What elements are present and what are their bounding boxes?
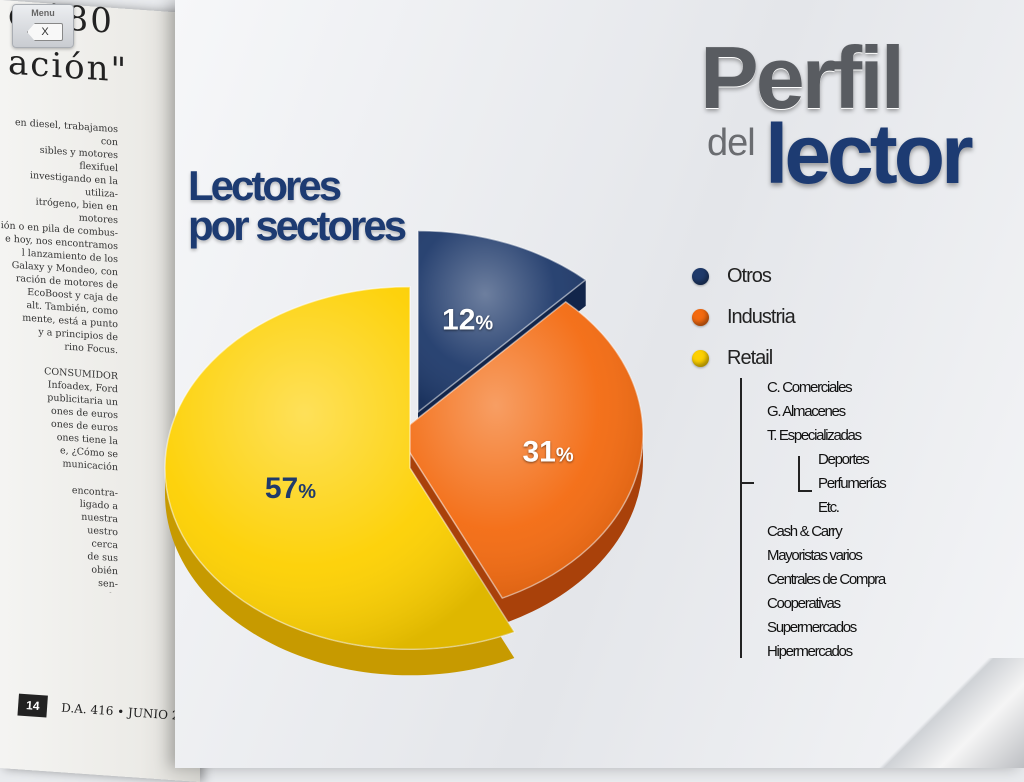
legend-swatch-otros	[692, 268, 709, 285]
retail-subitem: Perfumerías	[818, 475, 887, 492]
page-title-perfil: Perfil	[700, 28, 905, 127]
background-magazine-page: e 180 ación" en diesel, trabajamos con s…	[0, 0, 200, 782]
retail-item: T. Especializadas	[767, 427, 862, 444]
retail-breakdown: C. Comerciales G. Almacenes T. Especiali…	[740, 378, 970, 668]
page-title-del: del	[707, 122, 756, 164]
legend-label-retail: Retail	[727, 347, 773, 369]
tree-connector	[798, 456, 800, 492]
background-headline-2: ación"	[8, 42, 129, 91]
retail-subitem: Deportes	[818, 451, 870, 468]
retail-item: Cash & Carry	[767, 523, 843, 540]
page-title-lector: lector	[765, 107, 974, 201]
chart-title-line-2: por sectores	[188, 202, 407, 249]
legend-label-industria: Industria	[727, 306, 796, 328]
tree-connector	[740, 378, 742, 658]
background-body-text: en diesel, trabajamos con sibles y motor…	[0, 117, 118, 593]
menu-label: Menu	[31, 8, 55, 18]
page-curl	[854, 658, 1024, 768]
retail-item: Mayoristas varios	[767, 547, 863, 564]
legend-item-retail: Retail	[692, 338, 795, 379]
chart-title: Lectores por sectores	[188, 165, 407, 249]
legend-swatch-industria	[692, 309, 709, 326]
chart-legend: Otros Industria Retail	[692, 256, 796, 379]
retail-item: Hipermercados	[767, 643, 853, 660]
retail-item: C. Comerciales	[767, 379, 853, 396]
tree-connector	[740, 482, 754, 484]
legend-swatch-retail	[692, 350, 709, 367]
legend-item-industria: Industria	[692, 297, 796, 338]
chart-title-line-1: Lectores	[188, 162, 342, 209]
close-icon[interactable]: X	[27, 23, 63, 41]
legend-label-otros: Otros	[727, 265, 772, 287]
retail-item: Cooperativas	[767, 595, 841, 612]
legend-item-otros: Otros	[692, 256, 795, 297]
retail-item: Centrales de Compra	[767, 571, 886, 588]
retail-item: Supermercados	[767, 619, 857, 636]
page-number: 14	[17, 693, 49, 718]
menu-button[interactable]: Menu X	[12, 4, 74, 48]
retail-item: G. Almacenes	[767, 403, 846, 420]
retail-subitem: Etc.	[818, 499, 840, 516]
tree-connector	[798, 490, 812, 492]
